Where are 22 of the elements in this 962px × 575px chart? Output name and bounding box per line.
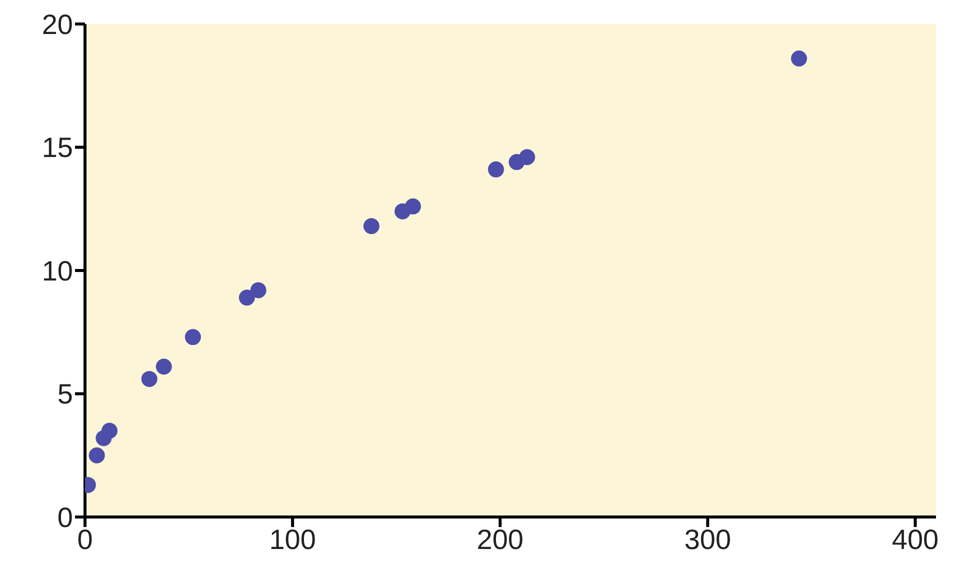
x-tick-label: 200 — [476, 524, 524, 555]
point — [404, 198, 421, 214]
point — [519, 149, 536, 166]
point — [88, 447, 105, 464]
y-tick-label: 20 — [42, 8, 73, 40]
point — [238, 290, 255, 306]
x-tick-label: 300 — [684, 524, 732, 555]
point — [488, 161, 504, 178]
y-tick-label: 15 — [42, 132, 73, 164]
x-tick-label: 0 — [77, 524, 93, 555]
point — [156, 358, 172, 375]
point — [141, 370, 158, 387]
point — [250, 282, 266, 298]
point — [363, 218, 380, 234]
point — [184, 329, 201, 346]
point — [101, 422, 118, 439]
y-tick-label: 0 — [57, 502, 73, 533]
x-tick-label: 100 — [269, 524, 316, 555]
y-tick-label: 10 — [42, 255, 73, 286]
y-tick-label: 5 — [57, 378, 73, 410]
point — [791, 50, 808, 67]
x-tick-label: 400 — [892, 524, 939, 555]
